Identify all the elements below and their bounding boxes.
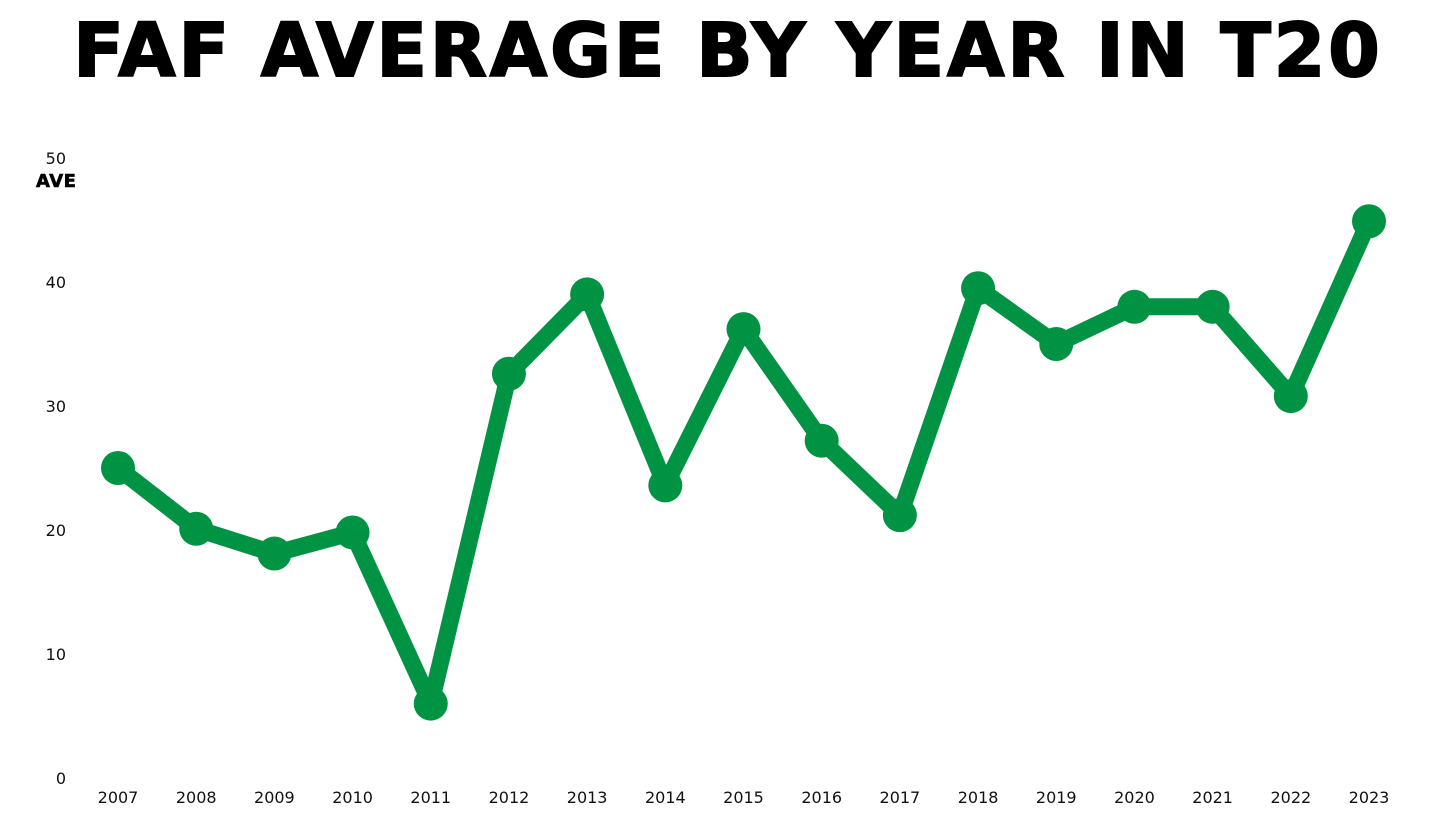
y-tick-label: 50 [46,149,66,168]
y-tick-label: 10 [46,645,66,664]
data-point [882,498,917,533]
x-tick-label: 2014 [645,788,686,807]
y-tick-label: 40 [46,273,66,292]
data-point [1273,379,1308,414]
data-point [570,277,605,312]
x-tick-label: 2011 [410,788,451,807]
x-tick-label: 2021 [1192,788,1233,807]
data-point [335,515,370,550]
x-tick-label: 2018 [958,788,999,807]
x-tick-label: 2019 [1036,788,1077,807]
x-tick-label: 2007 [98,788,139,807]
y-tick-label: 0 [56,769,66,788]
x-tick-label: 2012 [489,788,530,807]
y-tick-label: 30 [46,397,66,416]
data-point [179,511,214,546]
x-tick-label: 2016 [801,788,842,807]
data-point [491,356,526,391]
data-point [1039,327,1074,361]
data-point [726,312,761,347]
x-tick-label: 2008 [176,788,217,807]
data-point [101,451,135,485]
x-tick-label: 2010 [332,788,373,807]
x-tick-label: 2013 [567,788,608,807]
chart-title: FAF AVERAGE BY YEAR IN T20 [72,8,1383,94]
data-point [648,468,683,503]
y-axis-ticks: 0 10 20 30 40 50 [46,149,66,788]
data-point [961,271,996,306]
data-point [1195,289,1230,324]
x-tick-label: 2009 [254,788,295,807]
data-point [257,536,292,571]
data-point [413,686,448,721]
series-layer [101,204,1386,721]
data-point [804,423,839,458]
series-line [109,212,1378,713]
x-tick-label: 2015 [723,788,764,807]
y-tick-label: 20 [46,521,66,540]
x-tick-label: 2020 [1114,788,1155,807]
x-axis-ticks: 2007 2008 2009 2010 2011 2012 2013 2014 2015 2016… [98,788,1390,807]
data-point [1352,204,1386,239]
x-tick-label: 2023 [1349,788,1390,807]
x-tick-label: 2022 [1270,788,1311,807]
y-axis-label: AVE [36,171,77,193]
x-tick-label: 2017 [880,788,921,807]
data-point [1117,289,1152,324]
